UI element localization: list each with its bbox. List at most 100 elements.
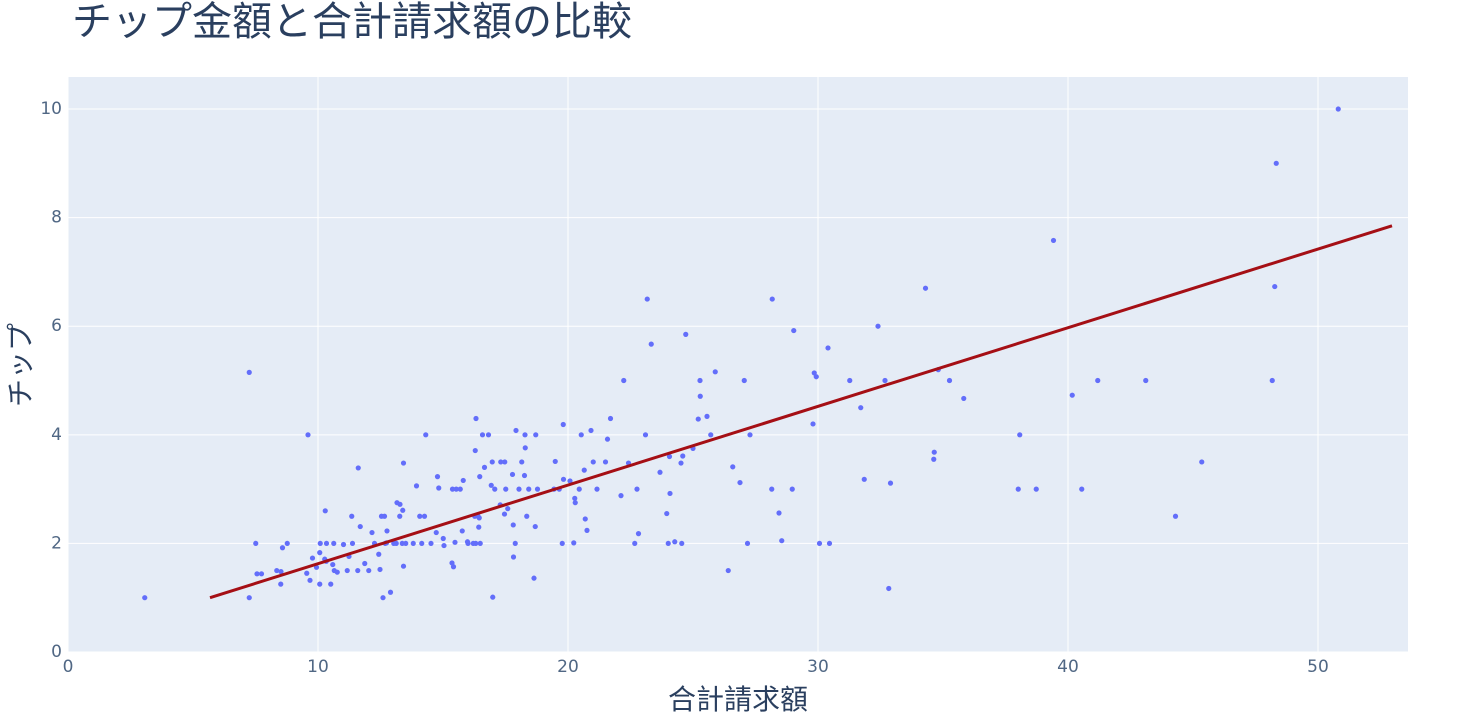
point	[931, 449, 937, 455]
y-tick-label: 8	[51, 208, 62, 228]
point	[635, 531, 642, 537]
point	[509, 471, 516, 478]
point	[816, 540, 823, 547]
point	[946, 377, 953, 384]
point	[384, 528, 390, 534]
point	[323, 540, 330, 547]
point	[400, 563, 407, 569]
point	[472, 447, 478, 454]
point	[1269, 377, 1275, 384]
point	[479, 432, 486, 438]
point	[769, 296, 775, 302]
point	[779, 538, 785, 544]
point	[516, 486, 522, 492]
point	[697, 393, 703, 399]
point	[526, 486, 532, 492]
point	[366, 567, 372, 574]
point	[459, 528, 465, 534]
point	[618, 493, 624, 499]
point	[642, 432, 649, 438]
point	[513, 427, 519, 434]
point	[510, 554, 517, 560]
point	[521, 472, 528, 479]
point	[704, 413, 710, 419]
point	[473, 415, 479, 422]
point	[791, 327, 797, 334]
point	[522, 432, 528, 438]
point	[498, 459, 504, 465]
x-tick-label: 40	[1057, 657, 1079, 677]
point	[488, 482, 494, 488]
x-tick-label: 0	[63, 657, 74, 677]
y-axis-title: チップ	[4, 323, 37, 407]
point	[399, 540, 405, 547]
point	[534, 486, 541, 492]
point	[436, 485, 442, 491]
point	[1272, 283, 1278, 290]
point	[400, 460, 407, 466]
point	[328, 581, 334, 587]
point	[826, 540, 833, 547]
point	[887, 480, 894, 486]
point	[452, 539, 458, 545]
point	[502, 459, 508, 465]
point	[632, 540, 638, 547]
point	[560, 476, 567, 482]
point	[476, 524, 482, 530]
point	[317, 540, 323, 547]
point	[875, 323, 881, 329]
point	[457, 486, 463, 492]
y-tick-label: 0	[51, 642, 62, 662]
point	[253, 540, 259, 547]
point	[961, 395, 967, 402]
point	[274, 567, 280, 574]
point	[847, 377, 853, 384]
point	[441, 542, 447, 549]
point	[449, 560, 455, 566]
point	[602, 459, 609, 465]
point	[428, 540, 434, 547]
point	[648, 341, 654, 347]
point	[1015, 486, 1021, 492]
point	[744, 540, 751, 547]
point	[789, 486, 795, 492]
point	[533, 432, 539, 438]
point	[433, 529, 439, 536]
point	[481, 464, 488, 470]
point	[460, 477, 466, 484]
point	[524, 513, 530, 519]
point	[489, 459, 495, 465]
point	[672, 539, 678, 545]
point	[581, 467, 587, 473]
point	[330, 561, 336, 568]
point	[680, 453, 686, 459]
point	[657, 469, 663, 475]
point	[349, 513, 355, 519]
point	[572, 500, 578, 506]
chart-title: チップ金額と合計請求額の比較	[72, 0, 632, 45]
point	[453, 486, 459, 492]
point	[331, 540, 337, 547]
point	[666, 453, 673, 460]
point	[1199, 459, 1205, 465]
point	[309, 555, 316, 561]
plot-area	[68, 77, 1408, 652]
point	[678, 460, 684, 466]
point	[501, 511, 508, 517]
point	[1050, 237, 1057, 244]
point	[464, 539, 471, 545]
point	[1079, 486, 1085, 492]
point	[552, 458, 558, 465]
point	[594, 486, 600, 492]
point	[590, 459, 596, 465]
point	[576, 486, 582, 492]
trend-line	[209, 224, 1393, 600]
point	[664, 510, 670, 517]
point	[1335, 106, 1341, 112]
point	[578, 432, 584, 438]
point	[434, 474, 441, 480]
point	[362, 560, 368, 567]
point	[317, 550, 323, 556]
point	[679, 540, 685, 547]
x-axis-title: 合計請求額	[668, 683, 808, 716]
